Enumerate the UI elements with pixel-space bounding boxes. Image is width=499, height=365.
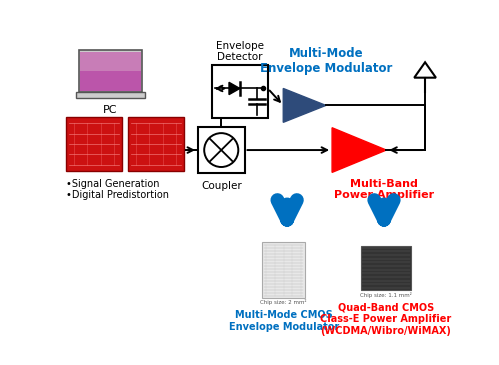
Text: Envelope
Detector: Envelope Detector [216, 41, 264, 62]
Text: •Signal Generation
•Digital Predistortion: •Signal Generation •Digital Predistortio… [66, 178, 169, 200]
FancyBboxPatch shape [79, 50, 142, 92]
FancyBboxPatch shape [80, 51, 141, 91]
Text: PC: PC [103, 105, 118, 115]
Text: Quad-Band CMOS
Class-E Power Amplifier
(WCDMA/Wibro/WiMAX): Quad-Band CMOS Class-E Power Amplifier (… [320, 303, 452, 336]
Text: Multi-Band
Power Amplifier: Multi-Band Power Amplifier [334, 178, 434, 200]
FancyBboxPatch shape [262, 242, 305, 298]
FancyBboxPatch shape [212, 65, 268, 118]
FancyBboxPatch shape [80, 51, 141, 71]
Polygon shape [332, 128, 386, 172]
Polygon shape [283, 88, 326, 122]
FancyBboxPatch shape [75, 92, 145, 98]
Text: Multi-Mode CMOS
Envelope Modulator: Multi-Mode CMOS Envelope Modulator [229, 310, 339, 332]
FancyBboxPatch shape [66, 117, 122, 171]
FancyBboxPatch shape [128, 117, 184, 171]
Text: Chip size: 1.1 mm²: Chip size: 1.1 mm² [360, 292, 412, 298]
Text: Multi-Mode
Envelope Modulator: Multi-Mode Envelope Modulator [259, 47, 392, 75]
FancyBboxPatch shape [361, 246, 411, 290]
Text: Coupler: Coupler [201, 181, 242, 191]
Polygon shape [229, 82, 240, 95]
FancyBboxPatch shape [198, 127, 245, 173]
Text: Chip size: 2 mm²: Chip size: 2 mm² [260, 299, 307, 306]
